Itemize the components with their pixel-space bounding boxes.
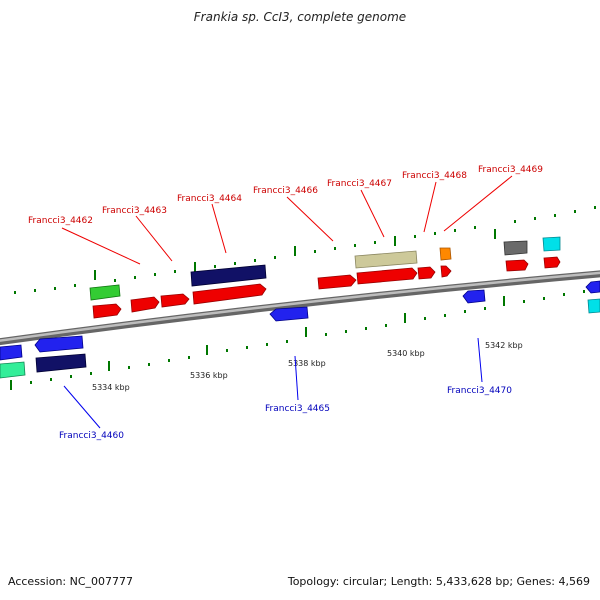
accession-label: Accession: NC_007777 (8, 575, 134, 588)
gene-feature (0, 361, 26, 379)
gene-label: Francci3_4468 (402, 171, 467, 181)
inner-features (0, 298, 600, 379)
gene-feature (89, 284, 121, 301)
gene-feature (503, 240, 528, 256)
gene-feature (269, 306, 309, 322)
genome-stats: Topology: circular; Length: 5,433,628 bp… (287, 575, 590, 588)
gene-feature (585, 280, 600, 294)
gene-label: Francci3_4470 (447, 386, 512, 396)
gene-label: Francci3_4463 (102, 206, 167, 216)
gene-feature (542, 236, 561, 252)
scale-label: 5334 kbp (92, 383, 130, 392)
gene-feature (34, 335, 84, 353)
gene-label: Francci3_4469 (478, 165, 543, 175)
gene-label: Francci3_4460 (59, 431, 124, 441)
outer-tick-ring (14, 206, 596, 294)
scale-label: 5340 kbp (387, 349, 425, 358)
reverse-genes (0, 280, 600, 361)
gene-feature (35, 353, 87, 373)
forward-genes (92, 256, 561, 319)
gene-feature (130, 296, 160, 313)
scale-label: 5338 kbp (288, 359, 326, 368)
leader-lines-top (61, 175, 513, 265)
outer-features (89, 236, 561, 301)
gene-feature (356, 267, 418, 285)
gene-feature (190, 264, 267, 287)
leader-lines-bottom (63, 337, 483, 429)
gene-feature (543, 256, 561, 269)
gene-feature (354, 250, 418, 269)
gene-feature (317, 274, 357, 290)
gene-feature (192, 283, 267, 305)
gene-feature (439, 247, 452, 261)
map-title: Frankia sp. CcI3, complete genome (193, 10, 407, 24)
gene-feature (160, 293, 190, 308)
gene-feature (92, 303, 122, 319)
gene-feature (440, 265, 452, 278)
gene-feature (505, 259, 529, 272)
scale-labels: 5334 kbp 5336 kbp 5338 kbp 5340 kbp 5342… (92, 341, 523, 392)
inner-tick-ring (10, 290, 585, 390)
gene-label: Francci3_4467 (327, 179, 392, 189)
scale-label: 5336 kbp (190, 371, 228, 380)
gene-label: Francci3_4466 (253, 186, 318, 196)
gene-feature (0, 344, 23, 361)
gene-labels-top: Francci3_4462 Francci3_4463 Francci3_446… (28, 165, 543, 226)
gene-feature (587, 298, 600, 314)
gene-label: Francci3_4462 (28, 216, 93, 226)
gene-feature (462, 289, 486, 304)
gene-feature (417, 266, 436, 280)
gene-label: Francci3_4465 (265, 404, 330, 414)
scale-label: 5342 kbp (485, 341, 523, 350)
gene-label: Francci3_4464 (177, 194, 242, 204)
gene-labels-bottom: Francci3_4460 Francci3_4465 Francci3_447… (59, 386, 512, 441)
